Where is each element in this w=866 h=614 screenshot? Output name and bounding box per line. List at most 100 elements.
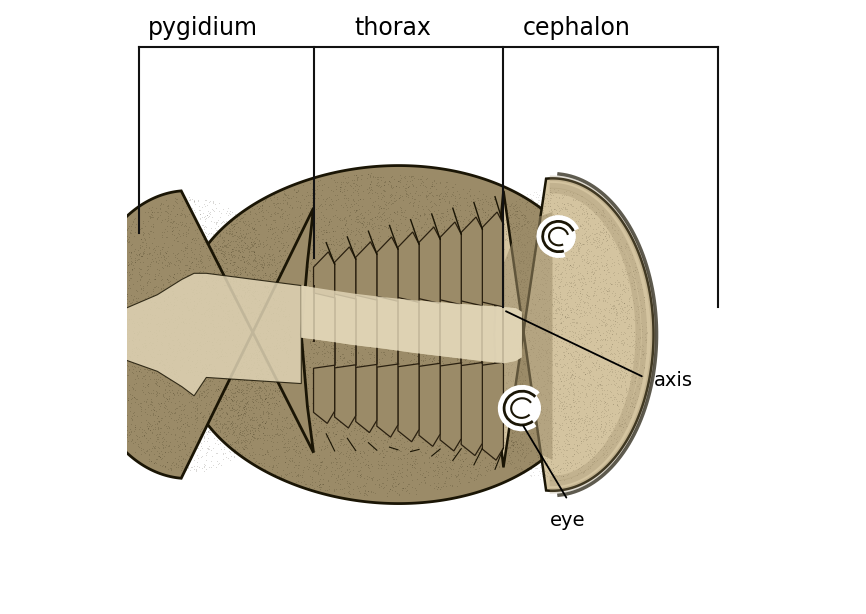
Point (346, 327, 360, 337)
Point (519, 400, 533, 410)
Point (568, 459, 582, 468)
Point (157, 252, 171, 262)
Point (566, 305, 580, 315)
Point (519, 443, 533, 453)
Point (523, 457, 537, 467)
Point (274, 472, 288, 481)
Point (464, 274, 478, 284)
Point (368, 287, 382, 297)
Point (141, 326, 155, 336)
Point (554, 447, 568, 457)
Point (300, 232, 313, 242)
Point (619, 392, 633, 402)
Point (326, 211, 339, 221)
Point (555, 270, 569, 280)
Point (170, 422, 184, 432)
Point (166, 200, 180, 209)
Point (233, 341, 247, 351)
Point (86, 359, 100, 369)
Point (372, 284, 386, 293)
Point (520, 465, 534, 475)
Point (537, 248, 551, 258)
Point (594, 362, 608, 372)
Point (196, 261, 210, 271)
Point (514, 435, 527, 445)
Point (481, 289, 494, 299)
Point (413, 316, 427, 325)
Point (548, 403, 562, 413)
Point (515, 441, 529, 451)
Point (365, 389, 378, 398)
Point (286, 218, 300, 228)
Point (228, 266, 242, 276)
Point (398, 379, 412, 389)
Point (289, 477, 303, 487)
Point (333, 417, 347, 427)
Point (178, 400, 192, 410)
Point (584, 209, 598, 219)
Point (151, 419, 165, 429)
Point (374, 460, 388, 470)
Point (375, 426, 389, 435)
Point (281, 248, 294, 258)
Point (560, 314, 574, 324)
Point (416, 244, 430, 254)
Point (494, 303, 508, 313)
Point (240, 270, 254, 279)
Point (157, 360, 171, 370)
Point (123, 298, 137, 308)
Point (368, 173, 382, 182)
Point (245, 246, 259, 255)
Point (432, 358, 446, 368)
Point (540, 228, 554, 238)
Point (534, 435, 548, 445)
Point (524, 432, 538, 441)
Point (326, 422, 340, 432)
Point (443, 352, 457, 362)
Point (145, 427, 159, 437)
Point (540, 227, 553, 236)
Point (172, 230, 186, 239)
Point (456, 255, 470, 265)
Point (260, 331, 274, 341)
Point (250, 315, 264, 325)
Point (568, 335, 582, 345)
Point (296, 344, 310, 354)
Point (180, 386, 194, 396)
Point (451, 351, 465, 361)
Point (604, 279, 618, 289)
Point (565, 421, 578, 431)
Point (502, 451, 516, 460)
Point (270, 399, 284, 409)
Point (397, 406, 410, 416)
Point (603, 314, 617, 324)
Point (597, 365, 611, 375)
Point (168, 348, 182, 358)
Point (258, 268, 272, 278)
Point (442, 418, 456, 428)
Point (338, 329, 352, 339)
Point (485, 453, 499, 463)
Point (553, 266, 566, 276)
Point (253, 331, 267, 341)
Point (444, 434, 458, 444)
Point (221, 209, 235, 219)
Point (309, 279, 323, 289)
Point (604, 379, 618, 389)
Point (490, 438, 504, 448)
Point (545, 338, 559, 348)
Point (277, 331, 291, 341)
Point (283, 306, 297, 316)
Point (180, 417, 194, 427)
Point (141, 402, 155, 412)
Point (325, 239, 339, 249)
Point (352, 426, 366, 436)
Point (199, 243, 213, 253)
Point (607, 301, 621, 311)
Point (565, 307, 578, 317)
Point (427, 401, 441, 411)
Point (481, 386, 494, 395)
Point (166, 222, 180, 232)
Point (584, 464, 598, 473)
Point (244, 359, 258, 369)
